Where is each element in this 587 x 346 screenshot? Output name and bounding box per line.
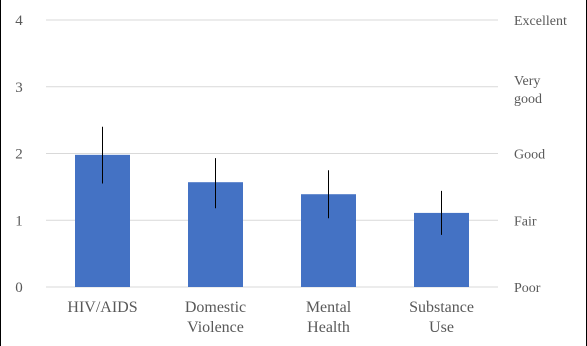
right-axis-label-line: good [514,92,542,107]
right-axis-label-line: Good [514,148,545,163]
right-axis-label: Very good [514,74,542,107]
y-tick-label: 2 [15,147,23,163]
bars [75,154,469,287]
right-axis-label: Poor [514,281,541,296]
category-label-line: Violence [187,319,244,336]
category-label-line: HIV/AIDS [67,299,137,316]
right-axis-label-line: Fair [514,214,537,229]
y-tick-label: 4 [15,13,23,29]
right-axis-label-line: Very [514,74,540,89]
category-label: Domestic Violence [185,299,246,336]
category-label: Substance Use [409,299,474,336]
right-axis-label: Excellent [514,14,567,29]
y-tick-label: 1 [15,213,23,229]
right-axis-label: Good [514,148,545,163]
right-axis-label-line: Poor [514,281,541,296]
category-label-line: Substance [409,299,474,316]
category-label-line: Use [429,319,454,336]
category-label: Mental Health [306,299,352,336]
category-label-line: Health [307,319,350,336]
y-tick-label: 3 [15,80,23,96]
y-tick-label: 0 [15,280,23,296]
x-axis-labels: HIV/AIDS Domestic Violence Mental Health Subs… [67,299,474,336]
y-axis-ticks: 0 1 2 3 4 [15,13,23,296]
right-axis-label-line: Excellent [514,14,567,29]
error-bars [102,126,442,235]
category-label-line: Mental [306,299,352,316]
category-label-line: Domestic [185,299,246,316]
category-label: HIV/AIDS [67,299,137,316]
right-axis-labels: Excellent Very good Good Fair Poor [514,14,567,296]
right-axis-label: Fair [514,214,537,229]
